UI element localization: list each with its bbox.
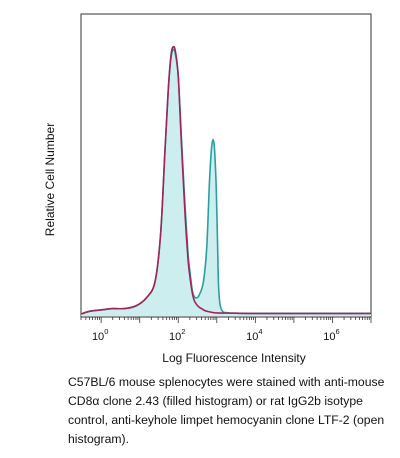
y-axis-label: Relative Cell Number <box>43 123 57 236</box>
x-tick-label: 102 <box>169 327 185 343</box>
x-tick-label: 106 <box>323 327 339 343</box>
x-tick-label: 104 <box>246 327 262 343</box>
filled-histogram-area <box>81 49 371 317</box>
plot-frame <box>80 13 372 318</box>
x-axis-label: Log Fluorescence Intensity <box>162 351 305 365</box>
plot-area: 100 102 104 106 <box>80 13 372 343</box>
x-axis-ticks <box>80 317 372 323</box>
filled-histogram-line <box>80 48 371 315</box>
open-histogram-line <box>80 45 371 315</box>
flow-cytometry-histogram: 100 102 104 106 Log Fluorescence Intensity … <box>43 13 372 365</box>
figure-caption: C57BL/6 mouse splenocytes were stained w… <box>68 375 385 446</box>
x-tick-label: 100 <box>92 327 108 343</box>
